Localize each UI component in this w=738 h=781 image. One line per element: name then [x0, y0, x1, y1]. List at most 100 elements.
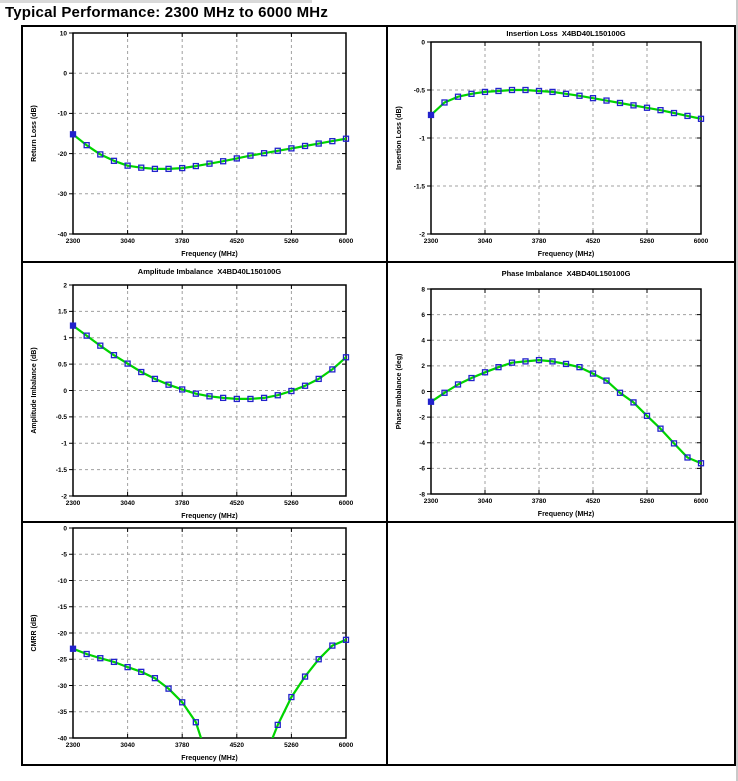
cell-return-loss: 2300 3040 3780 4520 5260 6000 10 0 -10 -20 -30 -40 F…	[23, 27, 388, 263]
cell-cmrr: 2300 3040 3780 4520 5260 6000 0 -5 -10 -15 -20 -25 -…	[23, 523, 388, 764]
svg-text:3780: 3780	[175, 742, 190, 749]
svg-text:2300: 2300	[66, 500, 81, 507]
chart-svg: 2300 3040 3780 4520 5260 6000 10 0 -10 -20 -30 -40 F…	[31, 30, 354, 258]
cmrr-chart: 2300 3040 3780 4520 5260 6000 0 -5 -10 -15 -20 -25 -…	[23, 523, 386, 764]
cell-phase-imbalance: 2300 3040 3780 4520 5260 6000 8 6 4 2 0 -2 -4 -6 -8 Pha…	[388, 263, 734, 523]
svg-text:-40: -40	[58, 231, 68, 238]
cell-amplitude-imbalance: 2300 3040 3780 4520 5260 6000 2 1.5 1 0.5 0 -0.5 -1 -…	[23, 263, 388, 523]
svg-text:6000: 6000	[694, 238, 709, 245]
svg-text:2300: 2300	[424, 238, 439, 245]
svg-text:-1.5: -1.5	[414, 183, 426, 190]
svg-text:2300: 2300	[424, 498, 439, 505]
svg-text:5260: 5260	[640, 498, 655, 505]
svg-text:-8: -8	[419, 491, 425, 498]
svg-text:4520: 4520	[586, 238, 601, 245]
svg-text:3040: 3040	[120, 742, 135, 749]
svg-text:-30: -30	[58, 191, 68, 198]
svg-text:3780: 3780	[532, 238, 547, 245]
svg-text:1: 1	[63, 335, 67, 342]
svg-text:-1: -1	[61, 441, 67, 448]
svg-text:-1.5: -1.5	[56, 467, 68, 474]
svg-text:6000: 6000	[339, 238, 354, 245]
svg-text:6: 6	[421, 312, 425, 319]
chart-svg: 2300 3040 3780 4520 5260 6000 0 -5 -10 -15 -20 -25 -…	[31, 525, 354, 762]
svg-text:2: 2	[63, 282, 67, 289]
svg-text:6000: 6000	[694, 498, 709, 505]
svg-text:-25: -25	[58, 657, 68, 664]
svg-text:Frequency (MHz): Frequency (MHz)	[181, 513, 237, 520]
svg-text:-20: -20	[58, 151, 68, 158]
phase-imbalance-chart: 2300 3040 3780 4520 5260 6000 8 6 4 2 0 -2 -4 -6 -8 Pha…	[388, 263, 734, 521]
scan-edge-right	[736, 0, 738, 781]
svg-text:5260: 5260	[284, 742, 299, 749]
svg-text:0: 0	[63, 388, 67, 395]
svg-text:Amplitude Imbalance (dB): Amplitude Imbalance (dB)	[31, 347, 38, 433]
svg-text:-10: -10	[58, 578, 68, 585]
svg-text:2300: 2300	[66, 742, 81, 749]
svg-text:-15: -15	[58, 604, 68, 611]
svg-text:-6: -6	[419, 466, 425, 473]
amplitude-imbalance-chart: 2300 3040 3780 4520 5260 6000 2 1.5 1 0.5 0 -0.5 -1 -…	[23, 263, 386, 521]
cell-empty	[388, 523, 734, 764]
svg-text:3780: 3780	[175, 238, 190, 245]
svg-text:0: 0	[63, 525, 67, 532]
charts-frame: 2300 3040 3780 4520 5260 6000 10 0 -10 -20 -30 -40 F…	[21, 25, 736, 766]
svg-text:Phase Imbalance (deg): Phase Imbalance (deg)	[396, 354, 403, 430]
chart-svg: 2300 3040 3780 4520 5260 6000 0 -0.5 -1 -1.5 -2 Ins…	[396, 29, 709, 258]
svg-text:2300: 2300	[66, 238, 81, 245]
svg-text:3040: 3040	[120, 238, 135, 245]
chart-svg: 2300 3040 3780 4520 5260 6000 8 6 4 2 0 -2 -4 -6 -8 Pha…	[396, 269, 709, 518]
svg-text:Amplitude Imbalance X4BD40L15: Amplitude Imbalance X4BD40L150100G	[138, 267, 282, 276]
svg-text:1.5: 1.5	[58, 309, 67, 316]
svg-text:-1: -1	[419, 135, 425, 142]
return-loss-chart: 2300 3040 3780 4520 5260 6000 10 0 -10 -20 -30 -40 F…	[23, 27, 386, 261]
chart-svg: 2300 3040 3780 4520 5260 6000 2 1.5 1 0.5 0 -0.5 -1 -…	[31, 267, 354, 520]
scan-edge-top	[0, 0, 312, 3]
svg-text:4520: 4520	[586, 498, 601, 505]
page-title: Typical Performance: 2300 MHz to 6000 MH…	[5, 4, 329, 21]
cell-insertion-loss: 2300 3040 3780 4520 5260 6000 0 -0.5 -1 -1.5 -2 Ins…	[388, 27, 734, 263]
svg-text:-2: -2	[61, 493, 67, 500]
svg-text:-35: -35	[58, 709, 68, 716]
svg-text:3780: 3780	[532, 498, 547, 505]
svg-text:4520: 4520	[230, 742, 245, 749]
svg-text:-2: -2	[419, 231, 425, 238]
svg-text:4: 4	[421, 338, 425, 345]
svg-text:Frequency (MHz): Frequency (MHz)	[181, 251, 237, 258]
svg-text:Insertion Loss X4BD40L150100G: Insertion Loss X4BD40L150100G	[506, 29, 625, 38]
svg-text:0: 0	[63, 71, 67, 78]
svg-text:2: 2	[421, 363, 425, 370]
svg-text:-2: -2	[419, 414, 425, 421]
svg-text:-30: -30	[58, 683, 68, 690]
svg-text:Phase Imbalance X4BD40L150100: Phase Imbalance X4BD40L150100G	[502, 269, 631, 278]
svg-text:0: 0	[421, 39, 425, 46]
svg-text:Frequency (MHz): Frequency (MHz)	[181, 755, 237, 762]
svg-text:4520: 4520	[230, 238, 245, 245]
svg-text:-0.5: -0.5	[414, 87, 426, 94]
svg-text:3040: 3040	[478, 238, 493, 245]
svg-text:3040: 3040	[478, 498, 493, 505]
svg-text:6000: 6000	[339, 500, 354, 507]
svg-text:Insertion Loss (dB): Insertion Loss (dB)	[396, 106, 403, 170]
svg-text:10: 10	[60, 30, 68, 37]
svg-text:-10: -10	[58, 111, 68, 118]
svg-text:-0.5: -0.5	[56, 414, 68, 421]
svg-text:4520: 4520	[230, 500, 245, 507]
svg-text:3040: 3040	[120, 500, 135, 507]
svg-text:6000: 6000	[339, 742, 354, 749]
svg-text:-40: -40	[58, 735, 68, 742]
svg-text:0: 0	[421, 389, 425, 396]
svg-text:Frequency (MHz): Frequency (MHz)	[538, 251, 594, 258]
svg-text:8: 8	[421, 286, 425, 293]
insertion-loss-chart: 2300 3040 3780 4520 5260 6000 0 -0.5 -1 -1.5 -2 Ins…	[388, 27, 734, 261]
svg-text:0.5: 0.5	[58, 361, 67, 368]
svg-text:CMRR (dB): CMRR (dB)	[31, 615, 38, 652]
svg-text:-4: -4	[419, 440, 425, 447]
svg-text:-20: -20	[58, 630, 68, 637]
svg-text:5260: 5260	[284, 500, 299, 507]
svg-text:5260: 5260	[284, 238, 299, 245]
svg-text:Return Loss (dB): Return Loss (dB)	[31, 105, 38, 162]
svg-text:3780: 3780	[175, 500, 190, 507]
svg-text:5260: 5260	[640, 238, 655, 245]
svg-text:Frequency (MHz): Frequency (MHz)	[538, 511, 594, 518]
